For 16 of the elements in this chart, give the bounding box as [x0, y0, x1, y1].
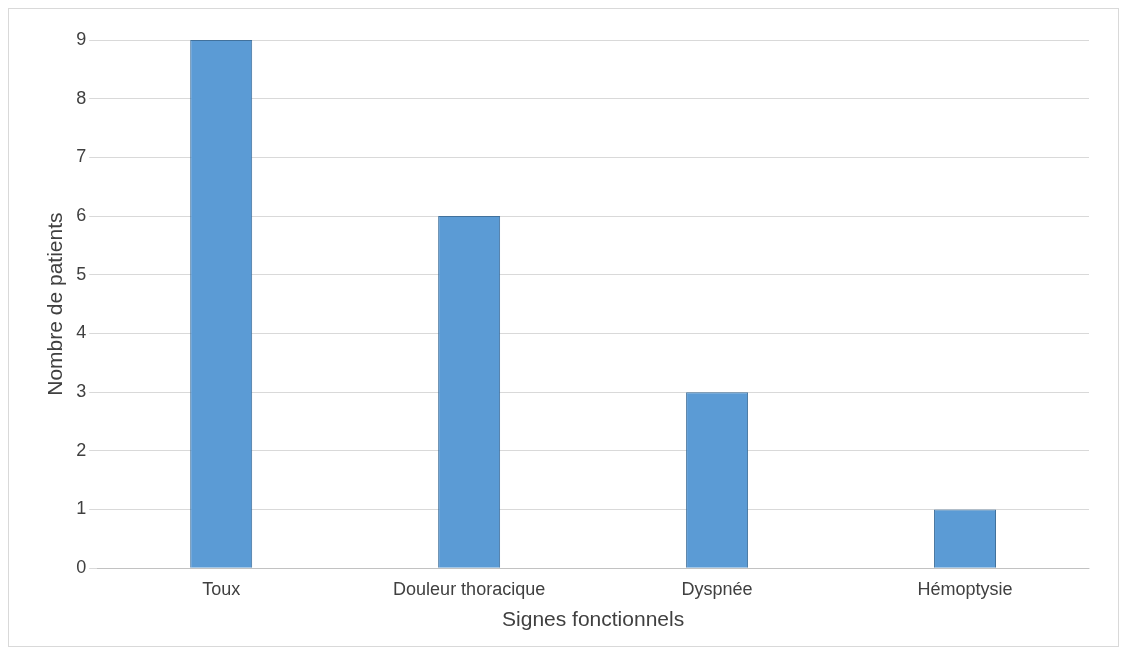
y-tick-label: 1 [76, 498, 87, 519]
y-tick-label: 4 [76, 322, 87, 343]
x-tick-label: Douleur thoracique [393, 578, 546, 599]
x-tick-label: Hémoptysie [917, 578, 1013, 599]
x-tick-label: Toux [202, 578, 241, 599]
x-tick-label: Dyspnée [681, 578, 753, 599]
y-tick-label: 5 [76, 263, 87, 284]
y-axis-title: Nombre de patients [43, 212, 67, 396]
y-tick-label: 2 [76, 439, 87, 460]
y-tick-label: 0 [76, 557, 87, 578]
y-tick-label: 6 [76, 205, 87, 226]
y-tick-label: 7 [76, 146, 87, 167]
y-tick-label: 9 [76, 28, 87, 49]
y-tick-label: 3 [76, 381, 87, 402]
y-tick-label: 8 [76, 87, 87, 108]
x-axis-title: Signes fonctionnels [502, 607, 685, 631]
